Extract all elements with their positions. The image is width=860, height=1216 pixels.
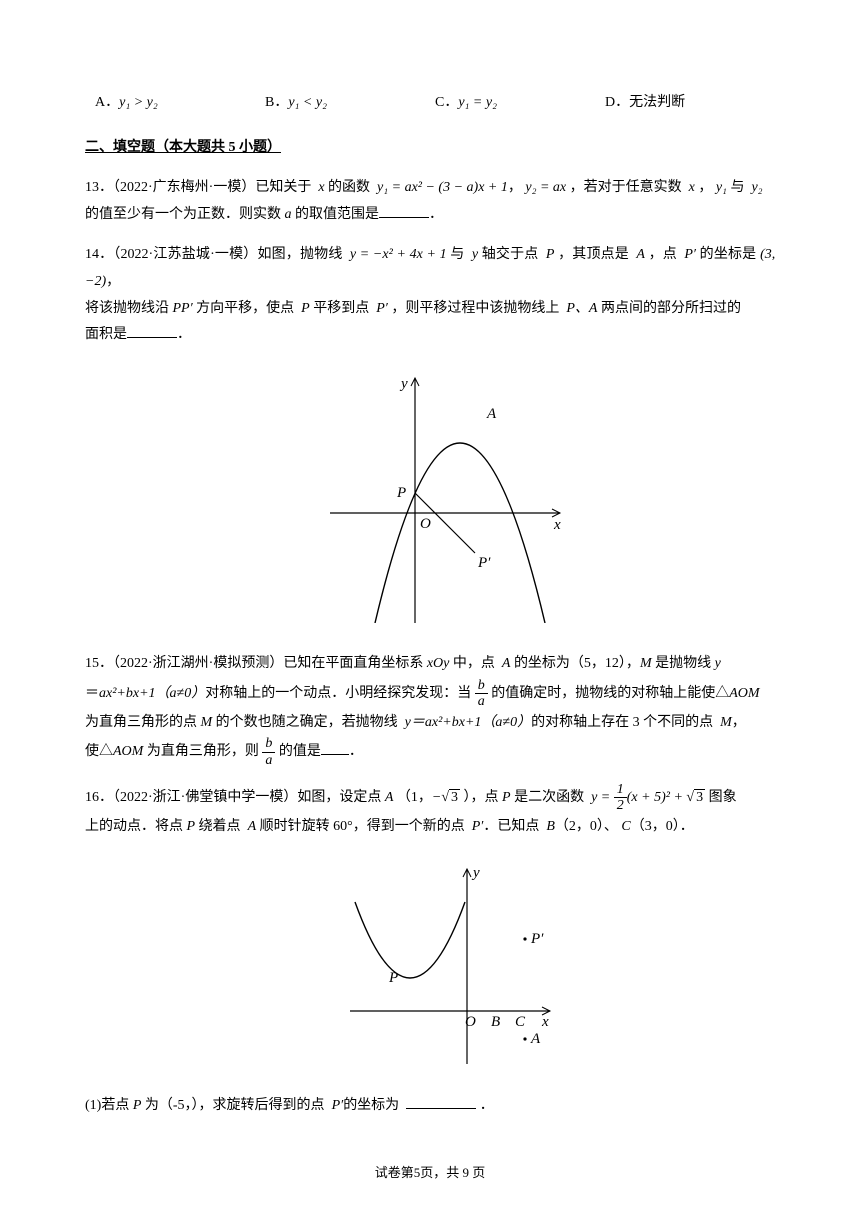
q13-blank	[379, 204, 429, 218]
svg-text:x: x	[541, 1014, 549, 1030]
opt-d: D．无法判断	[605, 90, 775, 117]
q13: 13．（2022·广东梅州·一模）已知关于 x 的函数 y₁ = ax² − (…	[85, 175, 775, 228]
section-2-title: 二、填空题（本大题共 5 小题）	[85, 135, 775, 162]
opt-c: C．y₁ = y₂	[435, 90, 605, 117]
svg-text:P′: P′	[477, 555, 491, 571]
svg-text:P′: P′	[530, 931, 544, 947]
q14-blank	[127, 324, 177, 338]
svg-text:A: A	[486, 406, 497, 422]
svg-text:y: y	[399, 376, 408, 392]
page-footer: 试卷第5页，共 9 页	[0, 1161, 860, 1186]
q15-blank	[321, 741, 349, 755]
q14: 14．（2022·江苏盐城·一模）如图，抛物线 y = −x² + 4x + 1…	[85, 242, 775, 348]
q16-1-blank	[406, 1095, 476, 1109]
svg-text:O: O	[420, 516, 431, 532]
q12-options: A．y₁ > y₂ B．y₁ < y₂ C．y₁ = y₂ D．无法判断	[85, 90, 775, 117]
parabola-figure-1: y x O A P P′	[290, 363, 570, 623]
svg-text:P: P	[396, 485, 406, 501]
svg-text:P: P	[388, 970, 398, 986]
q16: 16．（2022·浙江·佛堂镇中学一模）如图，设定点 A （1，−3 ），点 P…	[85, 782, 775, 840]
figure-16: y x O P BC P′ A	[85, 854, 775, 1075]
q16-part1: (1)若点 P 为（-5，），求旋转后得到的点 P′的坐标为 ．	[85, 1093, 775, 1120]
svg-text:C: C	[515, 1014, 526, 1030]
parabola-figure-2: y x O P BC P′ A	[295, 854, 565, 1064]
opt-a: A．y₁ > y₂	[95, 90, 265, 117]
svg-text:B: B	[491, 1014, 500, 1030]
svg-text:y: y	[471, 865, 480, 881]
figure-14: y x O A P P′	[85, 363, 775, 634]
svg-text:x: x	[553, 517, 561, 533]
q15: 15．（2022·浙江湖州·模拟预测）已知在平面直角坐标系 xOy 中，点 A …	[85, 651, 775, 768]
svg-text:O: O	[465, 1014, 476, 1030]
opt-b: B．y₁ < y₂	[265, 90, 435, 117]
svg-text:A: A	[530, 1031, 541, 1047]
